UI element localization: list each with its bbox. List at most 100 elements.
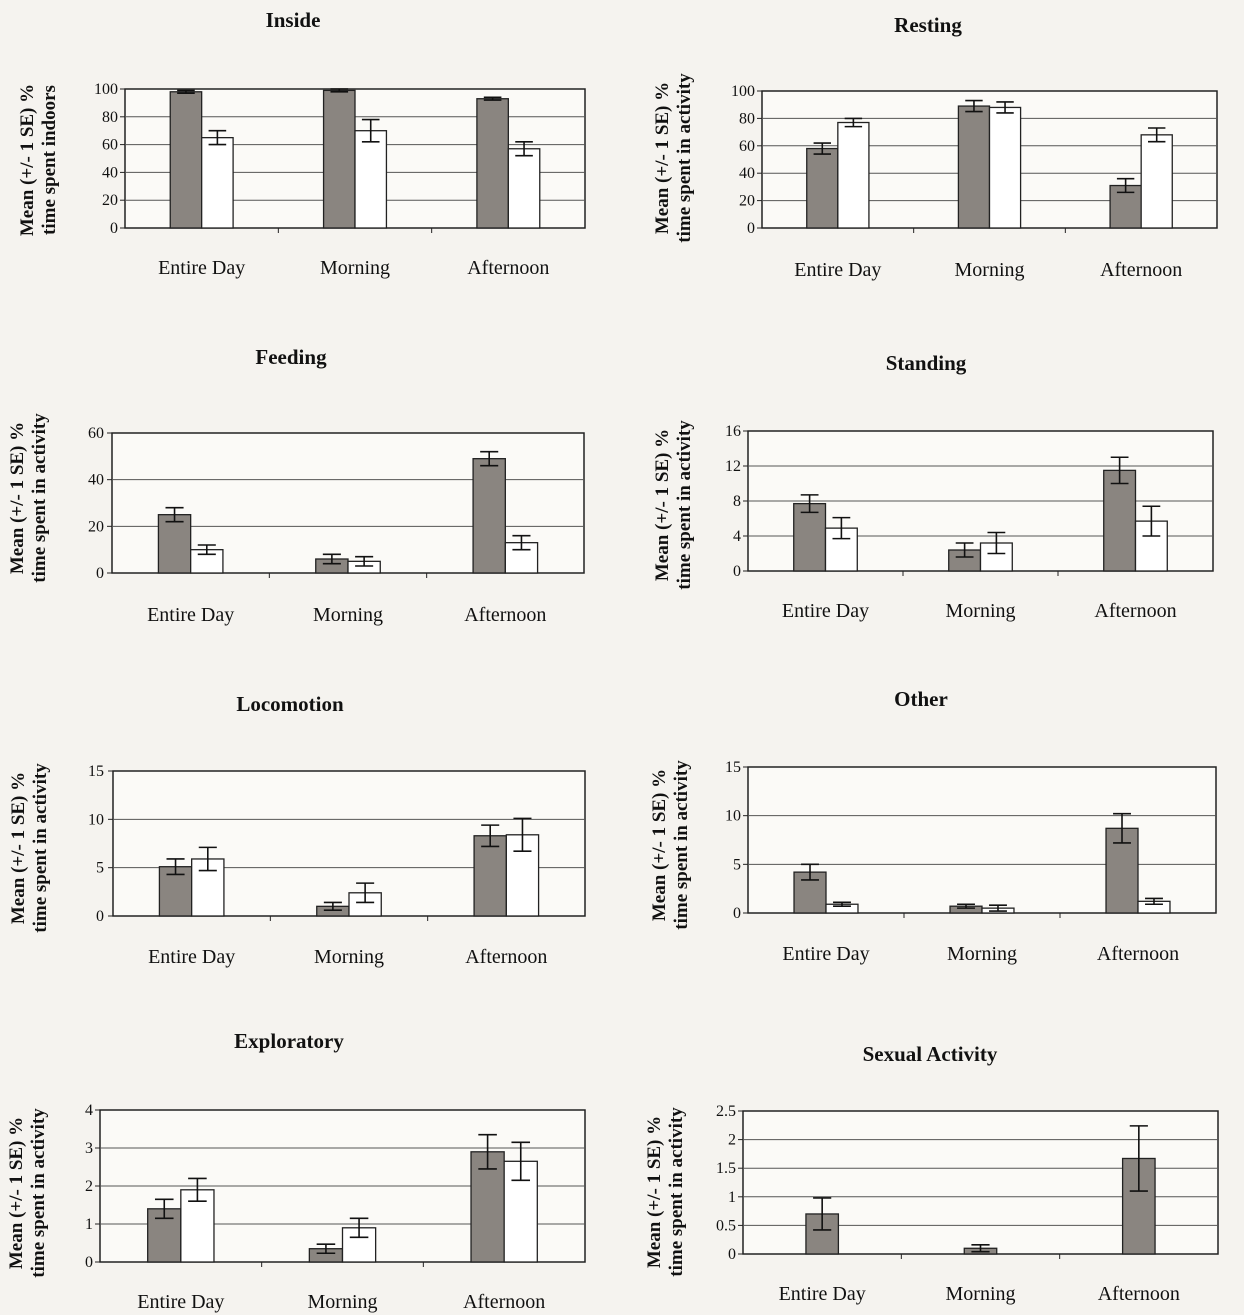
x-category-label: Morning [320,257,390,279]
y-tick-label: 0 [733,905,741,922]
y-axis-label-line-1: Mean (+/- 1 SE) % [652,82,673,234]
chart-panel: 0 5 10 15 Entire Day Morning Afternoon Locomoti… [8,692,586,968]
y-axis-label-line-2: time spent in activity [28,1108,49,1278]
x-category-label: Entire Day [779,1283,866,1305]
y-tick-label: 0 [728,1246,736,1263]
bar-series-2 [201,136,234,229]
x-category-label: Entire Day [782,600,869,622]
bar-series-1 [793,502,827,572]
y-tick-label: 10 [88,811,104,828]
y-tick-label: 0 [747,220,755,237]
x-category-label: Morning [955,259,1025,281]
x-category-label: Morning [946,1283,1016,1305]
y-tick-label: 16 [725,423,741,440]
chart-title: Resting [894,13,962,37]
y-tick-label: 15 [725,759,741,776]
bar-series-1 [1103,469,1137,572]
y-tick-label: 5 [733,856,741,873]
y-tick-label: 2.5 [716,1103,736,1120]
x-category-label: Entire Day [148,946,235,968]
y-tick-label: 20 [102,192,118,209]
x-category-label: Entire Day [158,257,245,279]
y-tick-label: 0 [96,908,104,925]
y-tick-label: 2 [728,1132,736,1149]
chart-title: Inside [266,8,321,32]
x-category-label: Afternoon [1100,259,1182,281]
bar-series-1 [322,89,356,229]
bar-series-2 [354,130,388,229]
bar-series-2 [837,121,870,229]
y-axis-label-line-2: time spent in activity [30,763,51,933]
y-axis-label-line-1: Mean (+/- 1 SE) % [652,429,673,581]
y-tick-label: 0.5 [716,1217,736,1234]
bar-series-1 [169,91,203,229]
y-tick-label: 5 [96,860,104,877]
y-axis-label-line-1: Mean (+/- 1 SE) % [7,422,28,574]
y-axis-label-line-1: Mean (+/- 1 SE) % [17,84,38,236]
x-category-label: Afternoon [463,1291,545,1313]
chart-panel: 0 5 10 15 Entire Day Morning Afternoon Other Mea… [649,687,1217,965]
bar-series-2 [507,148,541,229]
y-axis-label: Mean (+/- 1 SE) %time spent in activity [6,1108,49,1278]
x-category-label: Morning [313,604,383,626]
chart-title: Standing [886,351,967,375]
bar-series-2 [988,106,1022,229]
bar-series-1 [157,514,192,574]
y-tick-label: 1.5 [716,1160,736,1177]
y-tick-label: 100 [731,83,755,100]
chart-panel: 0 1 2 3 4 Entire Day Morning Afternoon Explorato… [6,1029,586,1313]
chart-panel: 0 0.5 1 1.5 2 2.5 Entire Day Morning Afternoon Se… [644,1042,1219,1305]
y-axis-label: Mean (+/- 1 SE) %time spent in activity [644,1107,687,1277]
bar-series-1 [806,147,839,229]
y-tick-label: 80 [739,110,755,127]
bar-series-1 [470,1151,505,1263]
y-tick-label: 20 [88,518,104,535]
y-tick-label: 100 [94,81,118,98]
y-tick-label: 40 [88,472,104,489]
y-tick-label: 60 [102,137,118,154]
y-axis-label: Mean (+/- 1 SE) %time spent indoors [17,84,60,236]
chart-panel: 0 20 40 60 Entire Day Morning Afternoon Feeding… [7,345,585,626]
x-category-label: Afternoon [1094,600,1176,622]
bar-series-1 [472,458,506,574]
y-tick-label: 1 [85,1216,93,1233]
y-tick-label: 0 [733,563,741,580]
x-category-label: Afternoon [467,257,549,279]
y-tick-label: 1 [728,1189,736,1206]
y-tick-label: 12 [725,458,741,475]
x-category-label: Afternoon [1097,943,1179,965]
y-axis-label: Mean (+/- 1 SE) %time spent in activity [652,73,695,243]
x-category-label: Morning [947,943,1017,965]
y-tick-label: 40 [739,165,755,182]
x-category-label: Morning [946,600,1016,622]
y-axis-label-line-2: time spent indoors [39,85,60,235]
y-tick-label: 0 [85,1254,93,1271]
y-tick-label: 4 [85,1102,93,1119]
y-tick-label: 4 [733,528,741,545]
chart-title: Locomotion [236,692,344,716]
x-category-label: Morning [308,1291,378,1313]
y-axis-label: Mean (+/- 1 SE) %time spent in activity [649,760,692,930]
y-tick-label: 8 [733,493,741,510]
y-tick-label: 10 [725,808,741,825]
bar-series-2 [1140,134,1173,229]
chart-title: Other [894,687,948,711]
x-category-label: Entire Day [794,259,881,281]
x-category-label: Entire Day [782,943,869,965]
chart-title: Feeding [255,345,327,369]
chart-title: Exploratory [234,1029,344,1053]
x-category-label: Morning [314,946,384,968]
y-tick-label: 60 [739,138,755,155]
y-axis-label-line-2: time spent in activity [666,1107,687,1277]
y-tick-label: 60 [88,425,104,442]
y-axis-label: Mean (+/- 1 SE) %time spent in activity [8,763,51,933]
y-tick-label: 0 [96,565,104,582]
y-axis-label-line-1: Mean (+/- 1 SE) % [644,1116,665,1268]
y-tick-label: 2 [85,1178,93,1195]
x-category-label: Entire Day [147,604,234,626]
y-tick-label: 20 [739,193,755,210]
chart-panel: 0 20 40 60 80 100 Entire Day Morning Afternoon In… [17,8,586,279]
y-axis-label: Mean (+/- 1 SE) %time spent in activity [7,413,50,583]
y-axis-label-line-1: Mean (+/- 1 SE) % [6,1117,27,1269]
